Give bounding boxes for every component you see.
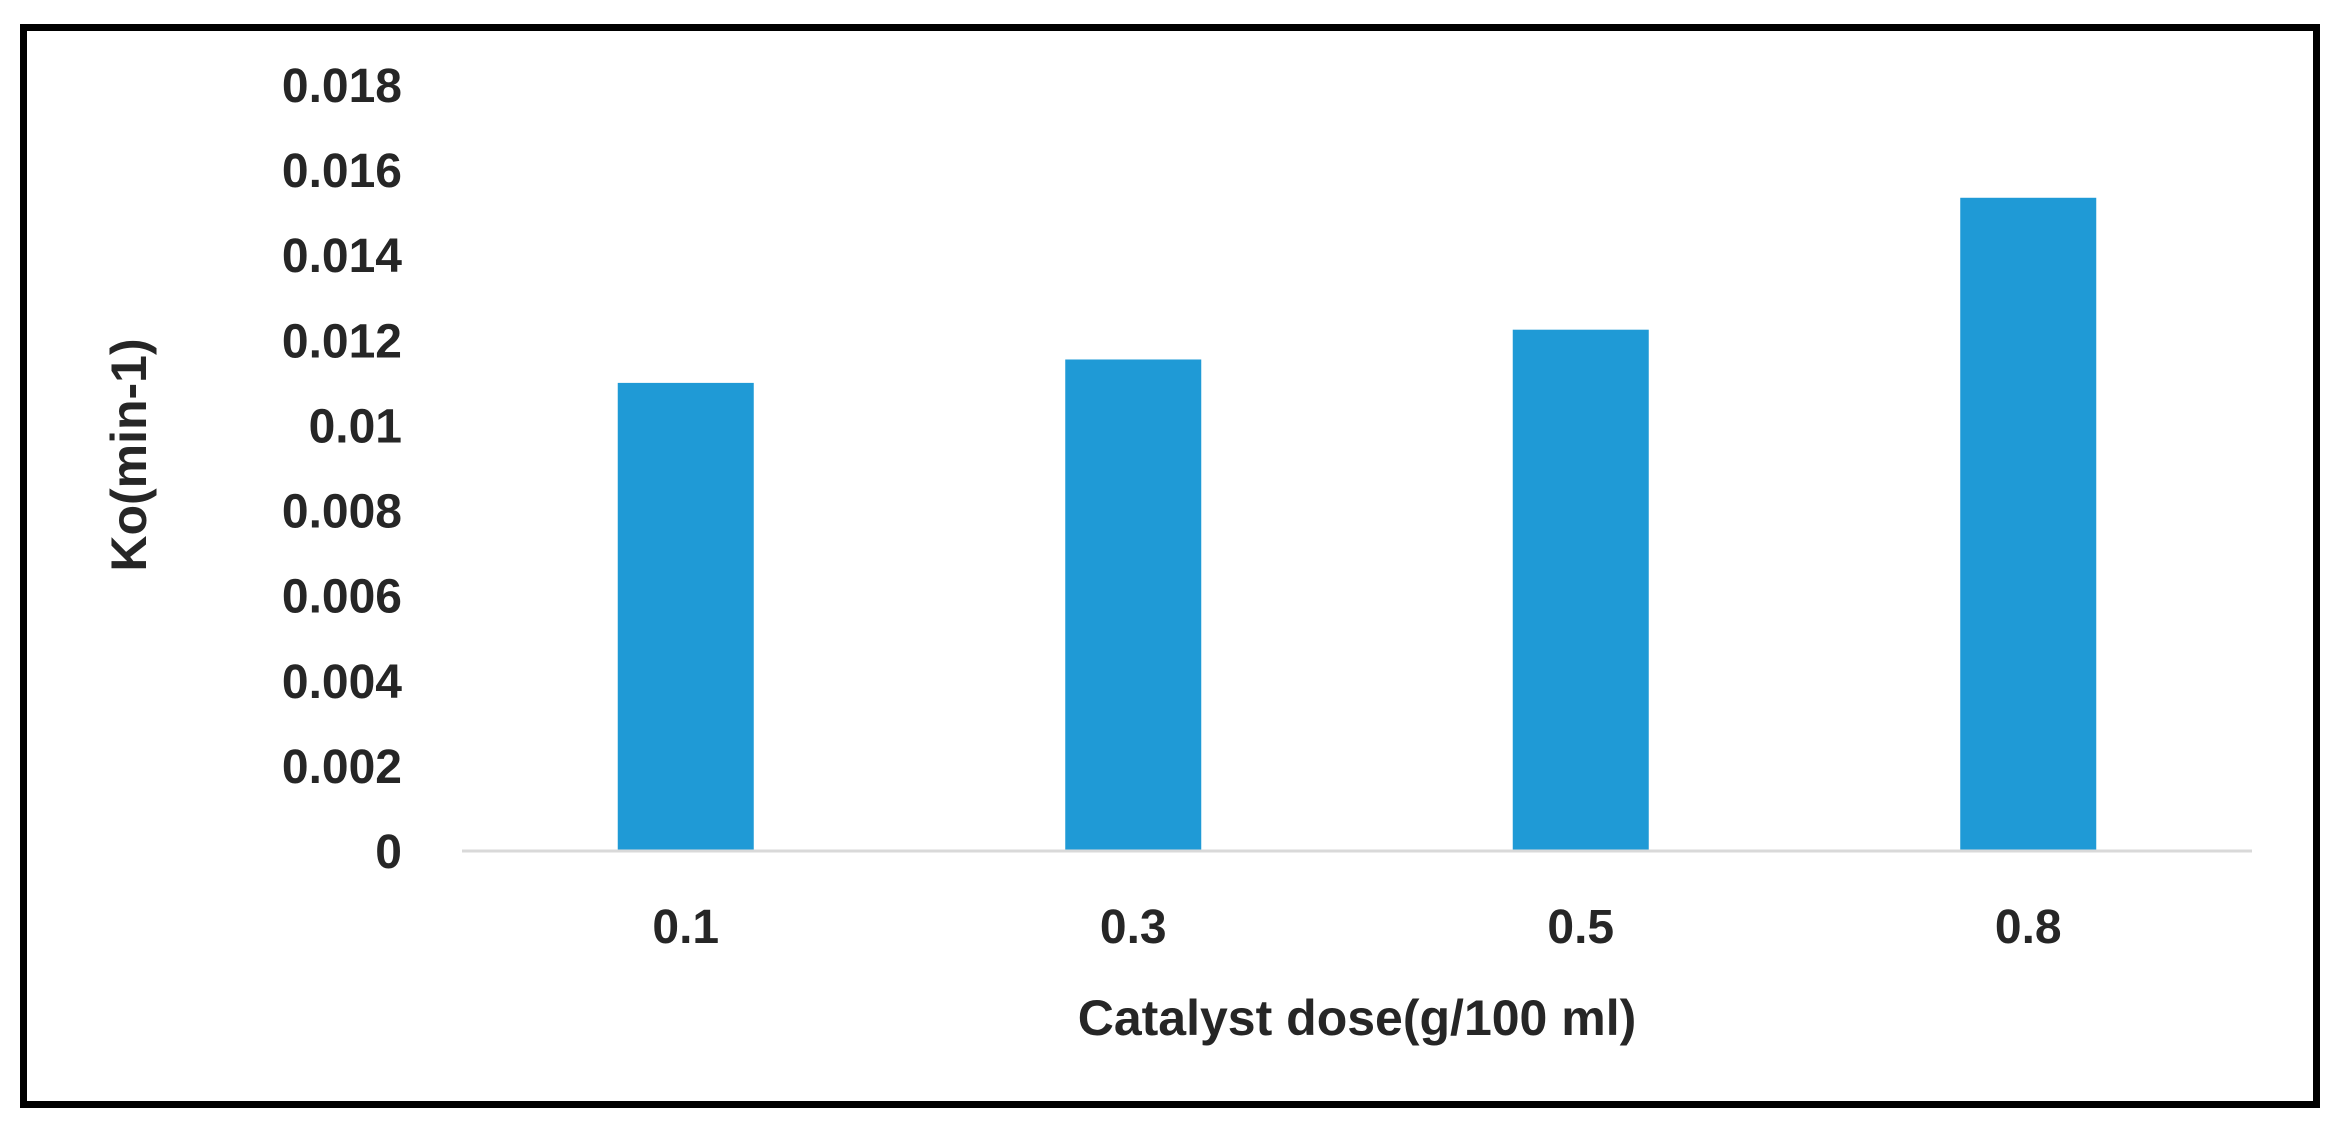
y-tick-label: 0.002 [282,741,402,794]
bars [617,197,2097,851]
x-tick-label: 0.5 [1547,901,1614,954]
y-tick-label: 0 [375,826,402,879]
y-tick-label: 0.008 [282,486,402,539]
x-axis-title: Catalyst dose(g/100 ml) [1078,990,1637,1046]
y-tick-label: 0.016 [282,145,402,198]
bar-0.8 [1960,197,2097,851]
bar-0.1 [617,382,754,851]
y-tick-label: 0.01 [309,400,402,453]
y-tick-label: 0.006 [282,571,402,624]
y-tick-label: 0.004 [282,656,402,709]
x-tick-label: 0.8 [1995,901,2062,954]
y-tick-label: 0.018 [282,60,402,113]
x-axis-ticks: 0.1 0.3 0.5 0.8 [652,901,2061,954]
y-tick-label: 0.014 [282,230,402,283]
y-axis-ticks: 0 0.002 0.004 0.006 0.008 0.01 0.012 0.014 0.016… [282,60,402,879]
y-axis-title: Ko(min-1) [101,338,157,571]
x-tick-label: 0.1 [652,901,719,954]
x-tick-label: 0.3 [1100,901,1167,954]
bar-0.3 [1065,359,1202,851]
y-tick-label: 0.012 [282,315,402,368]
bar-0.5 [1512,329,1649,851]
